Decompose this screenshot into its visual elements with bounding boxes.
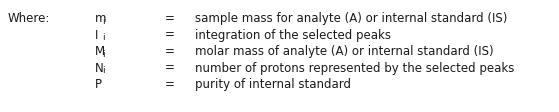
Text: molar mass of analyte (A) or internal standard (IS): molar mass of analyte (A) or internal st… bbox=[195, 45, 494, 57]
Text: i: i bbox=[102, 66, 105, 75]
Text: Where:: Where: bbox=[8, 12, 50, 25]
Text: P: P bbox=[95, 77, 102, 90]
Text: =: = bbox=[165, 77, 175, 90]
Text: integration of the selected peaks: integration of the selected peaks bbox=[195, 28, 391, 41]
Text: M: M bbox=[95, 45, 105, 57]
Text: sample mass for analyte (A) or internal standard (IS): sample mass for analyte (A) or internal … bbox=[195, 12, 508, 25]
Text: =: = bbox=[165, 45, 175, 57]
Text: =: = bbox=[165, 12, 175, 25]
Text: number of protons represented by the selected peaks: number of protons represented by the sel… bbox=[195, 61, 514, 74]
Text: i: i bbox=[102, 33, 105, 42]
Text: N: N bbox=[95, 61, 104, 74]
Text: =: = bbox=[165, 28, 175, 41]
Text: i: i bbox=[102, 49, 105, 58]
Text: m: m bbox=[95, 12, 107, 25]
Text: purity of internal standard: purity of internal standard bbox=[195, 77, 351, 90]
Text: =: = bbox=[165, 61, 175, 74]
Text: I: I bbox=[95, 28, 98, 41]
Text: i: i bbox=[102, 17, 105, 26]
